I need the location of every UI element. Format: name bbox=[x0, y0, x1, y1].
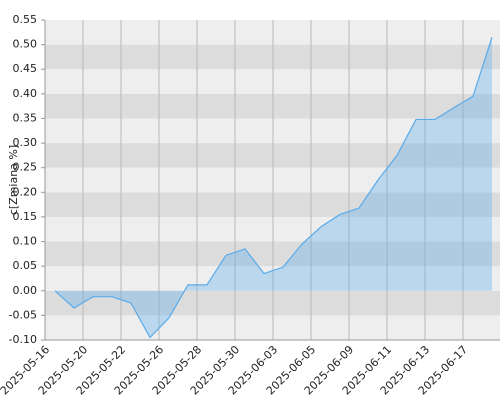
y-tick-label: 0.40 bbox=[13, 87, 38, 100]
y-tick-label: 0.20 bbox=[13, 185, 38, 198]
y-axis-label: c[Zmiana %] bbox=[7, 145, 20, 215]
area-fill bbox=[55, 37, 492, 338]
y-tick-label: 0.10 bbox=[13, 235, 38, 248]
y-tick-label: 0.00 bbox=[13, 284, 38, 297]
y-tick-label: 0.45 bbox=[13, 62, 38, 75]
area-line bbox=[54, 37, 493, 339]
y-tick-label: 0.15 bbox=[13, 210, 38, 223]
y-tick-label: 0.30 bbox=[13, 136, 38, 149]
y-tick-label: -0.10 bbox=[9, 333, 37, 346]
y-tick-label: 0.50 bbox=[13, 38, 38, 51]
y-tick-label: 0.05 bbox=[13, 259, 38, 272]
y-tick-label: 0.55 bbox=[13, 13, 38, 26]
y-tick-label: -0.05 bbox=[9, 308, 37, 321]
y-tick-label: 0.25 bbox=[13, 161, 38, 174]
y-tick-label: 0.35 bbox=[13, 111, 38, 124]
